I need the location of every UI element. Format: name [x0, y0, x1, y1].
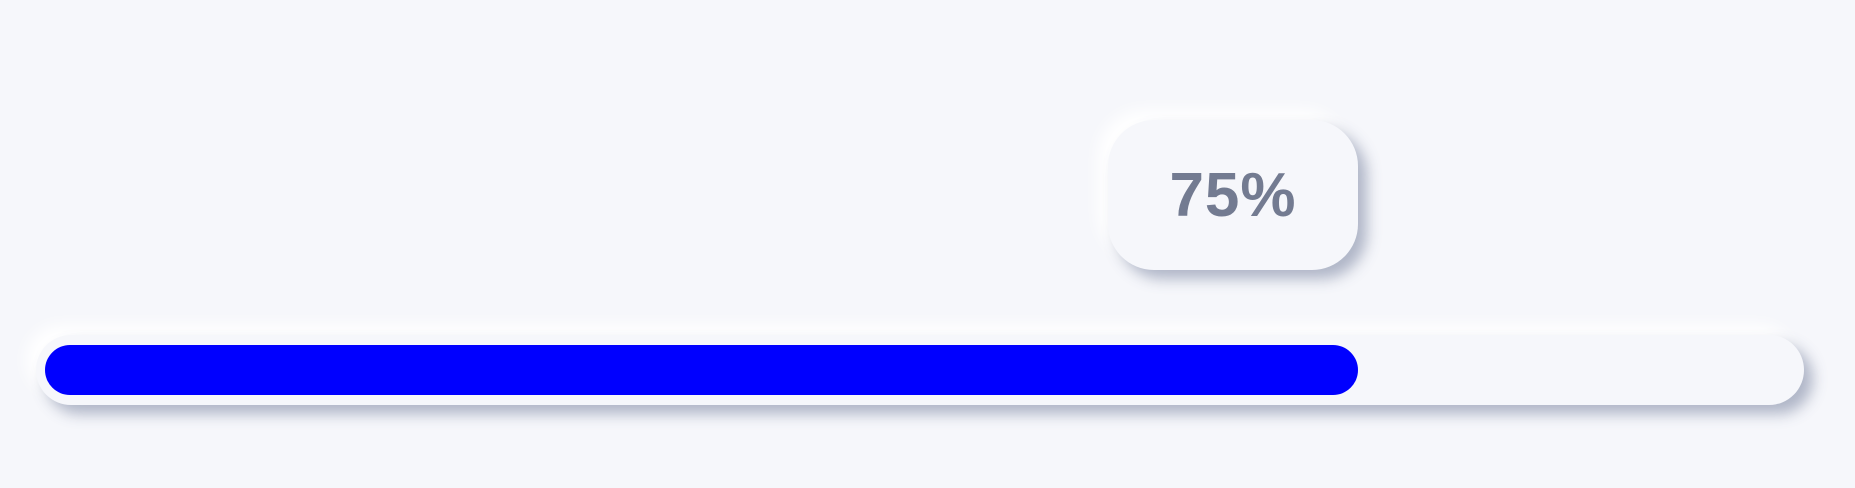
progress-tooltip: 75%: [1108, 120, 1358, 270]
progress-bar-track: [36, 335, 1804, 405]
progress-bar-fill: [45, 345, 1358, 395]
progress-percentage-label: 75%: [1169, 160, 1297, 230]
